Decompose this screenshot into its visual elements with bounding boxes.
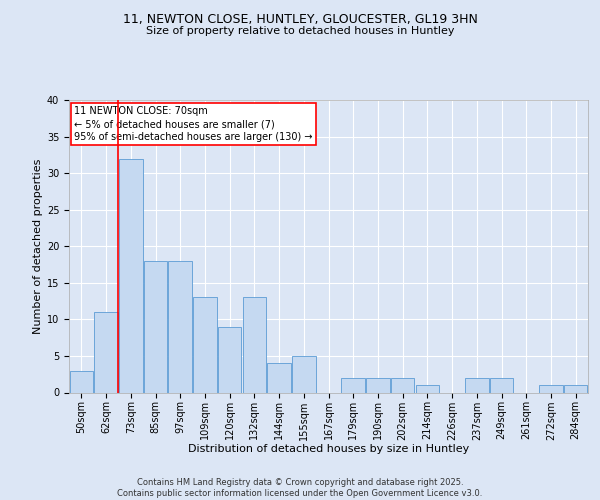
Bar xyxy=(416,385,439,392)
Bar xyxy=(564,385,587,392)
Bar xyxy=(193,298,217,392)
Bar xyxy=(218,326,241,392)
Bar xyxy=(70,370,93,392)
Bar xyxy=(144,261,167,392)
Bar xyxy=(341,378,365,392)
Text: 11, NEWTON CLOSE, HUNTLEY, GLOUCESTER, GL19 3HN: 11, NEWTON CLOSE, HUNTLEY, GLOUCESTER, G… xyxy=(122,12,478,26)
Bar xyxy=(119,158,143,392)
Bar xyxy=(242,298,266,392)
Text: Contains HM Land Registry data © Crown copyright and database right 2025.
Contai: Contains HM Land Registry data © Crown c… xyxy=(118,478,482,498)
Text: 11 NEWTON CLOSE: 70sqm
← 5% of detached houses are smaller (7)
95% of semi-detac: 11 NEWTON CLOSE: 70sqm ← 5% of detached … xyxy=(74,106,313,142)
Text: Size of property relative to detached houses in Huntley: Size of property relative to detached ho… xyxy=(146,26,454,36)
Bar xyxy=(490,378,513,392)
Bar xyxy=(366,378,389,392)
Bar xyxy=(268,363,291,392)
Bar xyxy=(292,356,316,393)
Bar xyxy=(539,385,563,392)
Bar xyxy=(391,378,415,392)
Bar xyxy=(94,312,118,392)
Bar xyxy=(465,378,488,392)
Bar xyxy=(169,261,192,392)
Y-axis label: Number of detached properties: Number of detached properties xyxy=(32,158,43,334)
X-axis label: Distribution of detached houses by size in Huntley: Distribution of detached houses by size … xyxy=(188,444,469,454)
